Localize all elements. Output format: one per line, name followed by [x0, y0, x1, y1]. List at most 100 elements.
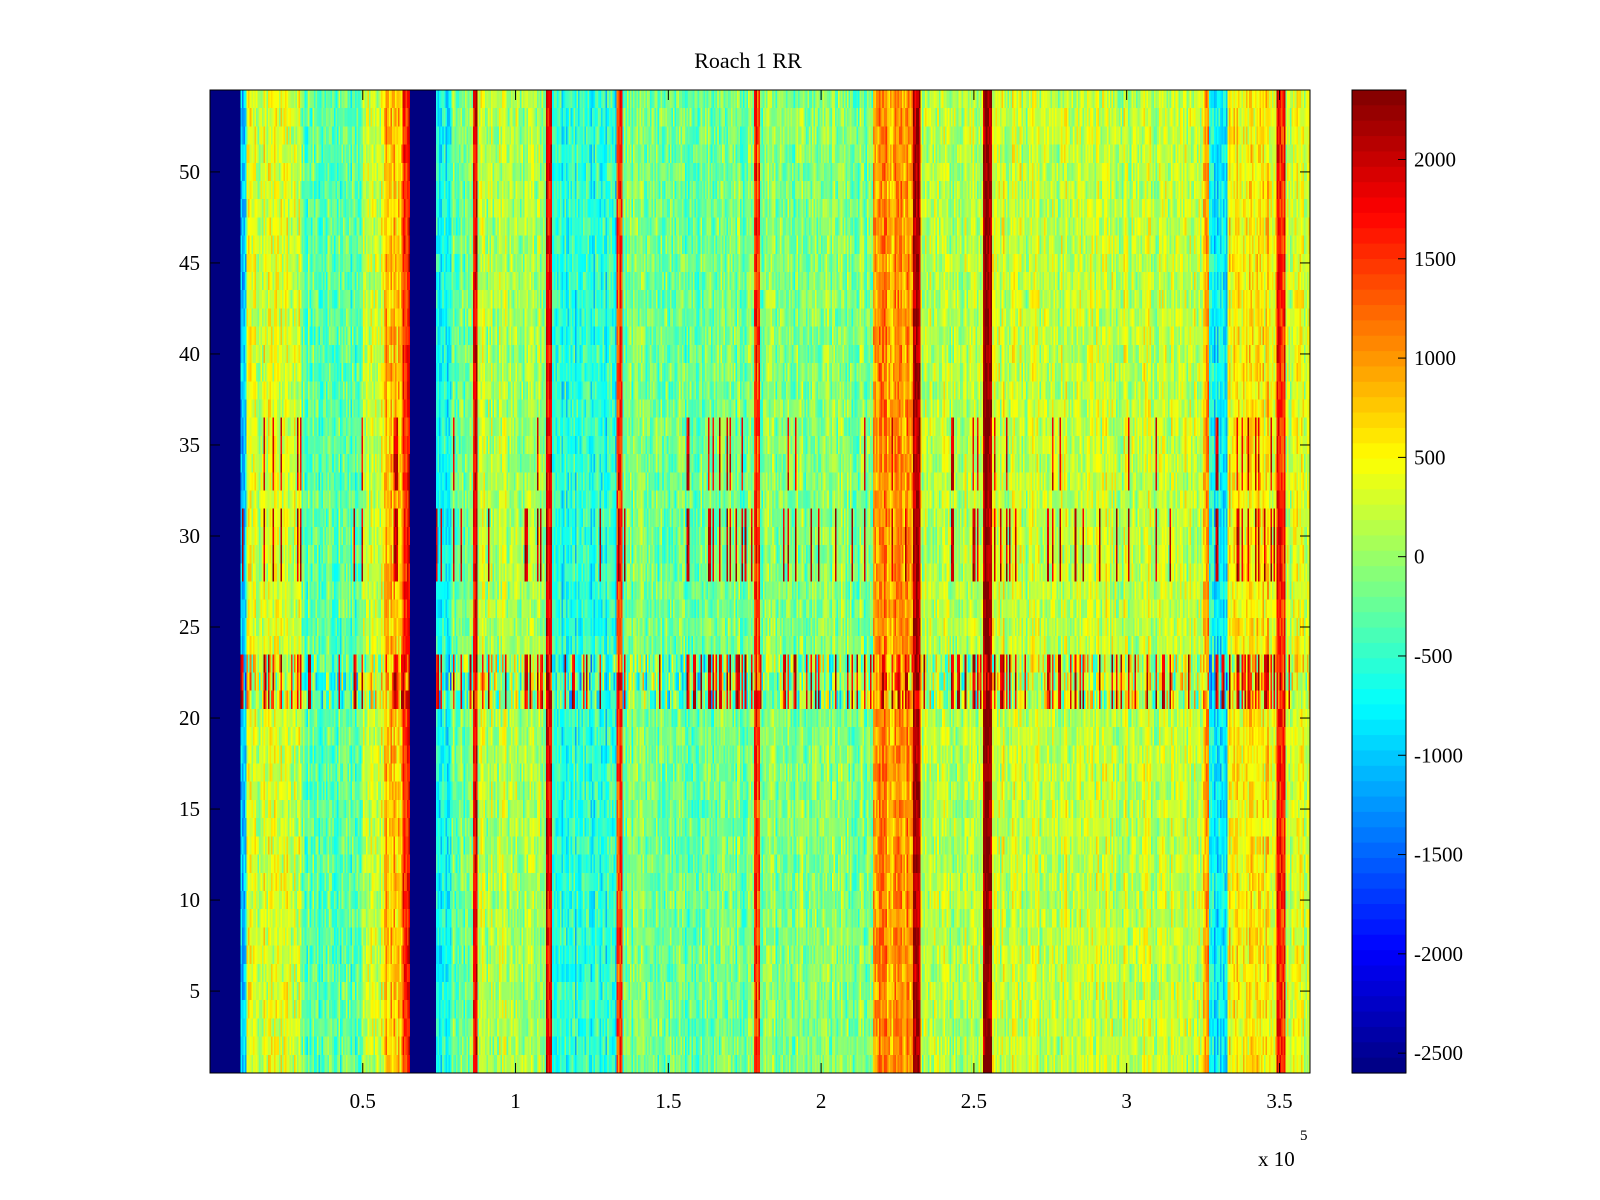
y-axis: 5 10 15 20 25 30 35 40 45 50	[179, 160, 1310, 1003]
colorbar-swatch	[1352, 1026, 1406, 1043]
colorbar-swatch	[1352, 934, 1406, 951]
colorbar-swatch	[1352, 689, 1406, 705]
colorbar-swatch	[1352, 381, 1406, 398]
colorbar-swatch	[1352, 704, 1406, 721]
colorbar-swatch	[1352, 980, 1406, 997]
colorbar-swatch	[1352, 612, 1406, 629]
colorbar-swatch	[1352, 673, 1406, 690]
colorbar-swatch	[1352, 857, 1406, 874]
colorbar-swatch	[1352, 305, 1406, 321]
colorbar-swatch	[1352, 735, 1406, 752]
colorbar-swatch	[1352, 473, 1406, 490]
colorbar-swatch	[1352, 781, 1406, 798]
colorbar-swatch	[1352, 566, 1406, 583]
colorbar-swatch	[1352, 243, 1406, 260]
colorbar-swatch	[1352, 90, 1406, 106]
colorbar-tick-label: -500	[1414, 644, 1453, 668]
x-axis: 0.5 1 1.5 2 2.5 3 3.5	[350, 90, 1293, 1113]
y-tick-label: 25	[179, 615, 200, 639]
colorbar-swatch	[1352, 535, 1406, 552]
colorbar-swatch	[1352, 289, 1406, 306]
colorbar-swatch	[1352, 719, 1406, 736]
x-tick-label: 3	[1121, 1089, 1132, 1113]
colorbar-swatch	[1352, 827, 1406, 844]
colorbar-frame	[1351, 89, 1407, 1074]
colorbar-swatch	[1352, 1057, 1406, 1074]
colorbar-swatch	[1352, 950, 1406, 967]
colorbar-tick-label: -1500	[1414, 843, 1463, 867]
y-tick-label: 20	[179, 706, 200, 730]
colorbar-swatch	[1352, 873, 1406, 890]
colorbar-swatch	[1352, 596, 1406, 613]
colorbar-swatch	[1352, 919, 1406, 936]
colorbar-swatch	[1352, 351, 1406, 368]
colorbar-swatch	[1352, 489, 1406, 506]
colorbar-swatch	[1352, 796, 1406, 813]
colorbar-swatch	[1352, 105, 1406, 122]
x-multiplier-label: x 10	[1258, 1147, 1295, 1171]
y-tick-label: 5	[190, 979, 201, 1003]
colorbar-swatch	[1352, 550, 1406, 567]
x-tick-label: 1.5	[655, 1089, 681, 1113]
colorbar-swatch	[1352, 182, 1406, 199]
colorbar-tick-label: 1500	[1414, 247, 1456, 271]
colorbar-swatch	[1352, 750, 1406, 767]
heatmap-image	[210, 90, 1310, 1073]
colorbar-swatch	[1352, 258, 1406, 275]
x-tick-label: 1	[510, 1089, 521, 1113]
colorbar-swatch	[1352, 166, 1406, 183]
colorbar-swatch	[1352, 320, 1406, 337]
colorbar-axis: 2000 1500 1000 500 0 -500 -1000 -1500 -2000 -2500	[1398, 148, 1463, 1065]
colorbar-swatch	[1352, 504, 1406, 521]
colorbar-swatch	[1352, 996, 1406, 1013]
colorbar-swatch	[1352, 811, 1406, 828]
colorbar-swatch	[1352, 458, 1406, 475]
colorbar-swatch	[1352, 842, 1406, 859]
colorbar-swatch	[1352, 136, 1406, 153]
colorbar-swatch	[1352, 151, 1406, 168]
colorbar	[1352, 90, 1406, 1074]
plot-frame	[209, 89, 1311, 1074]
y-tick-label: 40	[179, 342, 200, 366]
colorbar-tick-label: 1000	[1414, 346, 1456, 370]
colorbar-swatch	[1352, 627, 1406, 644]
colorbar-swatch	[1352, 765, 1406, 782]
colorbar-swatch	[1352, 520, 1406, 537]
x-tick-label: 0.5	[350, 1089, 376, 1113]
colorbar-swatch	[1352, 642, 1406, 659]
y-tick-label: 35	[179, 433, 200, 457]
colorbar-tick-label: 500	[1414, 445, 1446, 469]
chart-title: Roach 1 RR	[694, 48, 802, 73]
x-tick-label: 3.5	[1266, 1089, 1292, 1113]
y-tick-label: 50	[179, 160, 200, 184]
colorbar-swatch	[1352, 904, 1406, 921]
colorbar-swatch	[1352, 965, 1406, 982]
colorbar-tick-label: 2000	[1414, 148, 1456, 172]
colorbar-tick-label: -2500	[1414, 1041, 1463, 1065]
colorbar-swatch	[1352, 443, 1406, 460]
colorbar-swatch	[1352, 274, 1406, 291]
heatmap-plot-area	[210, 90, 1310, 1073]
y-tick-label: 45	[179, 251, 200, 275]
colorbar-tick-label: 0	[1414, 545, 1425, 569]
colorbar-swatch	[1352, 412, 1406, 429]
colorbar-swatch	[1352, 366, 1406, 383]
colorbar-swatch	[1352, 658, 1406, 675]
y-tick-label: 10	[179, 888, 200, 912]
colorbar-swatch	[1352, 1011, 1406, 1028]
y-tick-label: 30	[179, 524, 200, 548]
colorbar-swatch	[1352, 228, 1406, 245]
x-tick-label: 2.5	[961, 1089, 987, 1113]
colorbar-swatch	[1352, 120, 1406, 137]
colorbar-tick-label: -2000	[1414, 942, 1463, 966]
colorbar-swatch	[1352, 212, 1406, 229]
colorbar-swatch	[1352, 888, 1406, 905]
colorbar-swatch	[1352, 581, 1406, 598]
y-tick-label: 15	[179, 797, 200, 821]
colorbar-swatch	[1352, 197, 1406, 214]
x-multiplier-exponent: 5	[1300, 1128, 1308, 1144]
x-tick-label: 2	[816, 1089, 827, 1113]
colorbar-swatch	[1352, 397, 1406, 414]
colorbar-tick-label: -1000	[1414, 743, 1463, 767]
